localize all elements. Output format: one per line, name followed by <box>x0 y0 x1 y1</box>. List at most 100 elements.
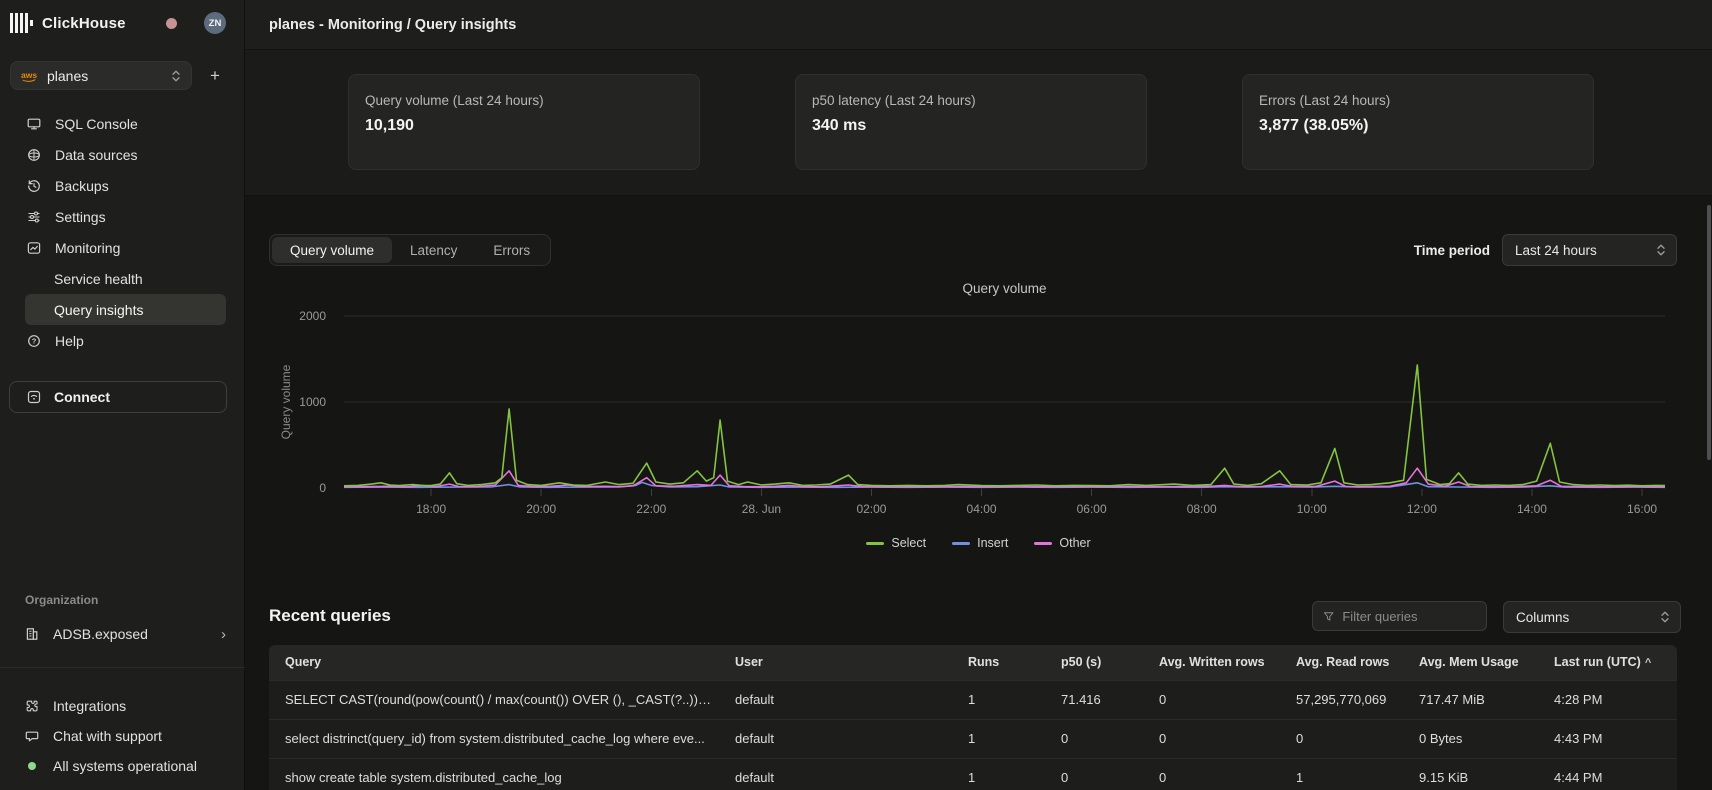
clickhouse-logo-icon <box>10 13 33 33</box>
stat-label: p50 latency (Last 24 hours) <box>812 93 1130 108</box>
table-row[interactable]: SELECT CAST(round(pow(count() / max(coun… <box>269 680 1677 719</box>
columns-select[interactable]: Columns <box>1503 601 1681 633</box>
sliders-icon <box>27 210 41 224</box>
add-service-button[interactable]: + <box>203 64 227 88</box>
svg-text:?: ? <box>32 336 37 345</box>
table-cell[interactable]: 1 <box>952 758 1045 790</box>
chevron-right-icon: › <box>221 626 226 643</box>
x-tick-label: 10:00 <box>1297 502 1327 516</box>
sidebar-item-label: Query insights <box>54 302 143 318</box>
x-tick-label: 08:00 <box>1187 502 1217 516</box>
stat-card-query-volume: Query volume (Last 24 hours) 10,190 <box>348 74 700 170</box>
table-cell[interactable]: 1 <box>952 680 1045 719</box>
table-cell[interactable]: default <box>719 719 952 758</box>
table-cell[interactable]: 71.416 <box>1045 680 1143 719</box>
x-tick-label: 28. Jun <box>742 502 781 516</box>
x-tick-label: 20:00 <box>526 502 556 516</box>
sidebar-item-label: Monitoring <box>55 240 120 256</box>
table-cell[interactable]: default <box>719 680 952 719</box>
sidebar-item-label: Integrations <box>53 698 126 714</box>
column-header-query[interactable]: Query <box>269 645 719 680</box>
sidebar-item-chat-support[interactable]: Chat with support <box>25 724 226 748</box>
connect-icon <box>27 390 41 404</box>
breadcrumb-title: planes - Monitoring / Query insights <box>269 17 516 33</box>
table-cell[interactable]: 0 Bytes <box>1403 719 1538 758</box>
table-row[interactable]: select distrinct(query_id) from system.d… <box>269 719 1677 758</box>
table-cell[interactable]: default <box>719 758 952 790</box>
column-header-p50-s-[interactable]: p50 (s) <box>1045 645 1143 680</box>
query-cell[interactable]: select distrinct(query_id) from system.d… <box>269 719 719 758</box>
table-cell[interactable]: 4:43 PM <box>1538 719 1677 758</box>
column-header-last-run-utc-[interactable]: Last run (UTC)^ <box>1538 645 1677 680</box>
chevron-updown-icon <box>1656 243 1666 257</box>
sidebar-item-label: Chat with support <box>53 728 162 744</box>
y-tick-label: 1000 <box>299 395 326 409</box>
chart-legend: Select Insert Other <box>245 536 1712 550</box>
table-cell[interactable]: 57,295,770,069 <box>1280 680 1403 719</box>
table-cell[interactable]: 0 <box>1143 719 1280 758</box>
stat-card-p50-latency: p50 latency (Last 24 hours) 340 ms <box>795 74 1147 170</box>
organization-section-label: Organization <box>25 593 98 607</box>
sidebar-item-monitoring[interactable]: Monitoring <box>25 232 226 263</box>
connect-label: Connect <box>54 389 110 405</box>
x-tick-label: 18:00 <box>416 502 446 516</box>
connect-button[interactable]: Connect <box>9 381 227 413</box>
sidebar-item-integrations[interactable]: Integrations <box>25 694 226 718</box>
x-tick-label: 16:00 <box>1627 502 1657 516</box>
table-cell[interactable]: 9.15 KiB <box>1403 758 1538 790</box>
avatar[interactable]: ZN <box>204 12 226 34</box>
column-header-runs[interactable]: Runs <box>952 645 1045 680</box>
column-header-avg-mem-usage[interactable]: Avg. Mem Usage <box>1403 645 1538 680</box>
query-volume-chart[interactable]: Query volumeQuery volume01000200018:0020… <box>245 256 1712 552</box>
system-status[interactable]: All systems operational <box>25 754 226 778</box>
stat-value: 340 ms <box>812 117 1130 135</box>
sidebar-item-settings[interactable]: Settings <box>25 201 226 232</box>
sort-asc-icon: ^ <box>1645 657 1651 669</box>
legend-item-other[interactable]: Other <box>1034 536 1090 550</box>
table-cell[interactable]: 0 <box>1143 758 1280 790</box>
table-cell[interactable]: 0 <box>1045 758 1143 790</box>
sidebar-item-help[interactable]: ? Help <box>25 325 226 356</box>
stats-band: Query volume (Last 24 hours) 10,190 p50 … <box>245 50 1712 196</box>
workspace-name: planes <box>47 68 171 84</box>
scrollbar-thumb[interactable] <box>1707 205 1711 460</box>
table-cell[interactable]: 0 <box>1280 719 1403 758</box>
sidebar-item-service-health[interactable]: Service health <box>25 263 226 294</box>
y-tick-label: 2000 <box>299 309 326 323</box>
sidebar-item-query-insights[interactable]: Query insights <box>25 294 226 325</box>
stat-label: Query volume (Last 24 hours) <box>365 93 683 108</box>
sidebar-item-sql-console[interactable]: SQL Console <box>25 108 226 139</box>
recording-dot-icon <box>166 18 177 29</box>
table-cell[interactable]: 1 <box>952 719 1045 758</box>
query-cell[interactable]: show create table system.distributed_cac… <box>269 758 719 790</box>
sidebar-item-label: Help <box>55 333 84 349</box>
table-cell[interactable]: 0 <box>1045 719 1143 758</box>
table-cell[interactable]: 4:28 PM <box>1538 680 1677 719</box>
organization-name: ADSB.exposed <box>53 626 148 642</box>
legend-swatch <box>1034 542 1052 545</box>
clickhouse-logo[interactable]: ClickHouse <box>10 11 126 35</box>
stat-value: 3,877 (38.05%) <box>1259 117 1577 135</box>
table-row[interactable]: show create table system.distributed_cac… <box>269 758 1677 790</box>
sidebar-item-label: Service health <box>54 271 143 287</box>
workspace-select[interactable]: aws planes <box>10 61 192 90</box>
filter-queries-input[interactable] <box>1342 609 1476 624</box>
chart-area: Query volumeQuery volume01000200018:0020… <box>245 256 1712 552</box>
sidebar-item-data-sources[interactable]: Data sources <box>25 139 226 170</box>
column-header-user[interactable]: User <box>719 645 952 680</box>
sidebar-item-label: Settings <box>55 209 106 225</box>
organization-switcher[interactable]: ADSB.exposed › <box>25 621 226 647</box>
table-cell[interactable]: 717.47 MiB <box>1403 680 1538 719</box>
table-cell[interactable]: 1 <box>1280 758 1403 790</box>
sidebar-item-backups[interactable]: Backups <box>25 170 226 201</box>
chart-title: Query volume <box>962 281 1046 296</box>
legend-item-insert[interactable]: Insert <box>952 536 1008 550</box>
x-tick-label: 04:00 <box>967 502 997 516</box>
table-cell[interactable]: 0 <box>1143 680 1280 719</box>
column-header-avg-written-rows[interactable]: Avg. Written rows <box>1143 645 1280 680</box>
legend-item-select[interactable]: Select <box>866 536 926 550</box>
table-header-row: QueryUserRunsp50 (s)Avg. Written rowsAvg… <box>269 645 1677 680</box>
query-cell[interactable]: SELECT CAST(round(pow(count() / max(coun… <box>269 680 719 719</box>
table-cell[interactable]: 4:44 PM <box>1538 758 1677 790</box>
column-header-avg-read-rows[interactable]: Avg. Read rows <box>1280 645 1403 680</box>
